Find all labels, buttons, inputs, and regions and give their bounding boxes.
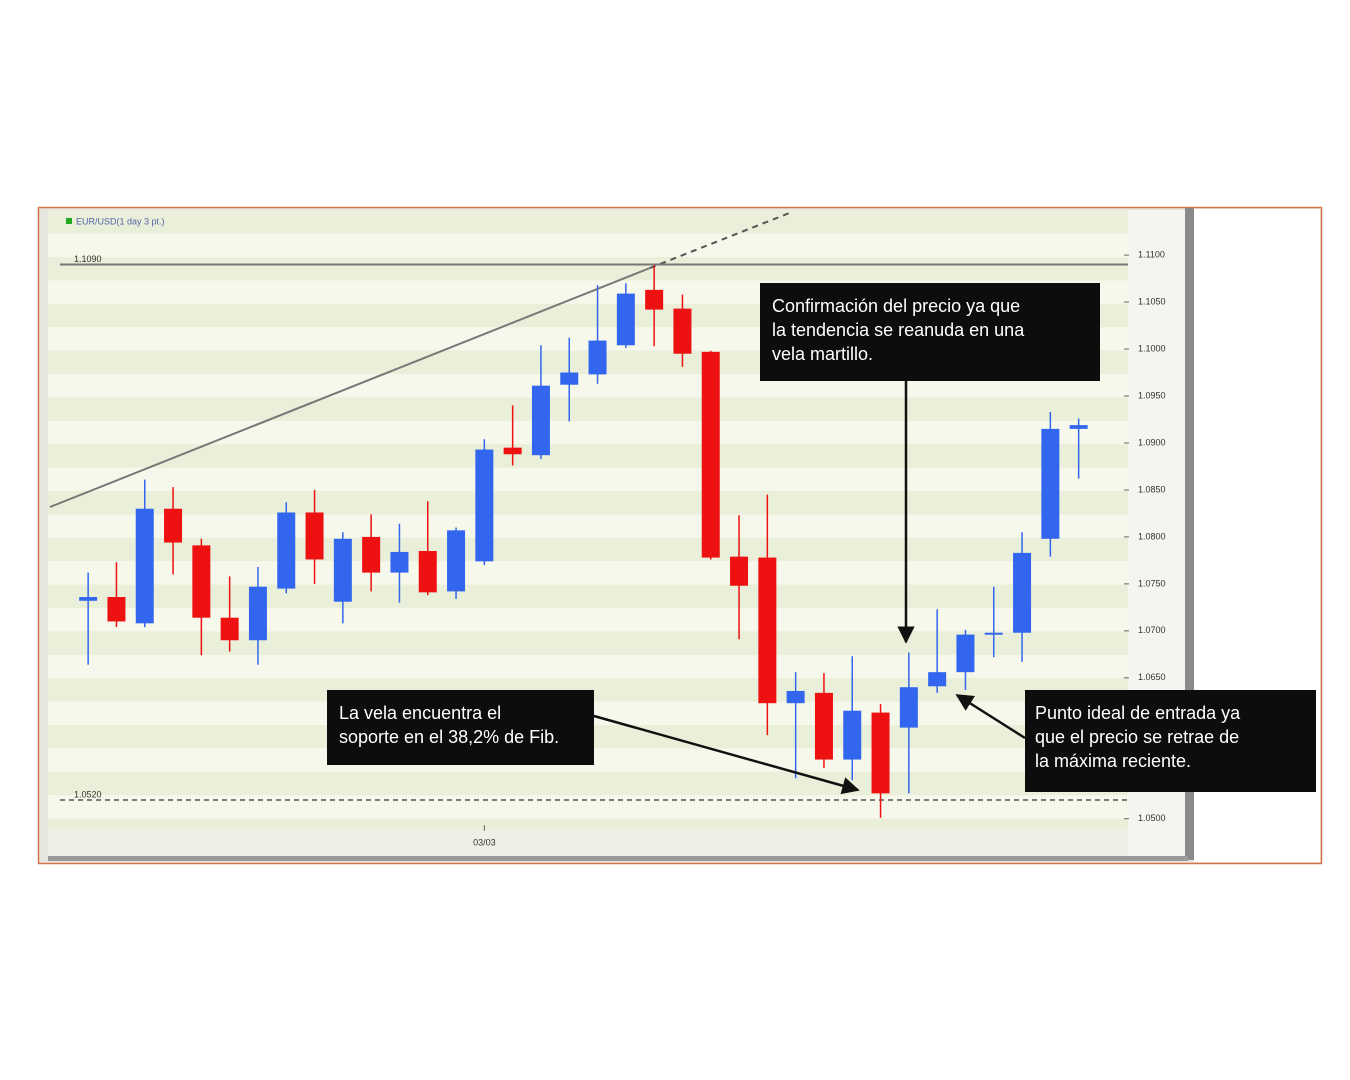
annotation-text: que el precio se retrae de bbox=[1035, 727, 1239, 747]
candle-body bbox=[984, 632, 1003, 635]
candle-body bbox=[645, 289, 664, 310]
candle-body bbox=[390, 551, 409, 573]
candle-body bbox=[1013, 552, 1032, 633]
legend-swatch bbox=[66, 218, 72, 224]
candle-body bbox=[956, 634, 975, 673]
candle-body bbox=[1041, 428, 1060, 539]
data-layer: 1.1100 1.1050 1.1000 1.0950 1.0900 1.0850 1.08… bbox=[60, 249, 1166, 847]
candle-body bbox=[588, 340, 607, 375]
y-tick-label: 1.1100 bbox=[1138, 249, 1165, 259]
candle-body bbox=[79, 597, 98, 601]
reference-label: 1.0520 bbox=[74, 789, 102, 799]
candle-body bbox=[673, 308, 692, 354]
candle-body bbox=[418, 551, 437, 593]
candle-body bbox=[192, 545, 211, 618]
candle-body bbox=[220, 617, 239, 641]
candle-body bbox=[164, 508, 183, 543]
candle-body bbox=[277, 512, 296, 589]
y-tick-label: 1.1050 bbox=[1138, 296, 1166, 306]
y-tick-label: 1.0500 bbox=[1138, 813, 1166, 823]
annotation-box bbox=[327, 690, 594, 765]
candle-body bbox=[531, 385, 550, 456]
reference-label: 1.1090 bbox=[74, 254, 102, 264]
candle-body bbox=[447, 530, 466, 592]
candle-body bbox=[843, 710, 862, 760]
scrollbar bbox=[1185, 208, 1194, 860]
y-tick-label: 1.0700 bbox=[1138, 625, 1166, 635]
annotation-text: vela martillo. bbox=[772, 344, 873, 364]
candle-body bbox=[248, 586, 267, 641]
candle-body bbox=[814, 692, 833, 760]
chart-title: EUR/USD(1 day 3 pt.) bbox=[76, 216, 165, 226]
annotation-arrow bbox=[955, 693, 1026, 740]
candle-body bbox=[758, 557, 777, 704]
candle-body bbox=[107, 597, 126, 622]
candle-body bbox=[333, 538, 352, 602]
candle-body bbox=[616, 293, 635, 346]
annotation-arrow bbox=[593, 714, 860, 795]
trendline-extension bbox=[649, 211, 793, 269]
x-tick-label: 03/03 bbox=[473, 837, 496, 847]
annotation-text: Punto ideal de entrada ya bbox=[1035, 703, 1241, 723]
candle-body bbox=[786, 690, 805, 704]
annotation-text: la tendencia se reanuda en una bbox=[772, 320, 1025, 340]
y-tick-label: 1.0750 bbox=[1138, 578, 1166, 588]
y-tick-label: 1.0950 bbox=[1138, 390, 1166, 400]
candle-body bbox=[362, 536, 381, 573]
x-axis-area bbox=[48, 830, 1128, 856]
candle-body bbox=[871, 712, 890, 794]
y-tick-label: 1.0850 bbox=[1138, 484, 1166, 494]
y-tick-label: 1.1000 bbox=[1138, 343, 1166, 353]
trendline bbox=[49, 267, 651, 508]
candle-body bbox=[1069, 425, 1088, 429]
annotation-text: la máxima reciente. bbox=[1035, 751, 1191, 771]
candle-body bbox=[135, 508, 154, 624]
candle-body bbox=[701, 351, 720, 558]
candle-body bbox=[475, 449, 494, 562]
candle-body bbox=[730, 556, 749, 586]
y-tick-label: 1.0800 bbox=[1138, 531, 1166, 541]
annotation-box bbox=[1025, 690, 1316, 792]
annotation-text: Confirmación del precio ya que bbox=[772, 296, 1020, 316]
y-tick-label: 1.0900 bbox=[1138, 437, 1166, 447]
annotations: Confirmación del precio ya que la tendenc… bbox=[327, 283, 1316, 795]
annotation-box bbox=[760, 283, 1100, 381]
annotation-text: La vela encuentra el bbox=[339, 703, 501, 723]
candle-body bbox=[899, 687, 918, 728]
y-tick-label: 1.0650 bbox=[1138, 672, 1166, 682]
candle-body bbox=[305, 512, 324, 560]
candle-body bbox=[503, 447, 522, 455]
candle-body bbox=[560, 372, 579, 385]
annotation-text: soporte en el 38,2% de Fib. bbox=[339, 727, 559, 747]
candle-body bbox=[928, 672, 947, 687]
bottom-bar bbox=[48, 856, 1188, 861]
